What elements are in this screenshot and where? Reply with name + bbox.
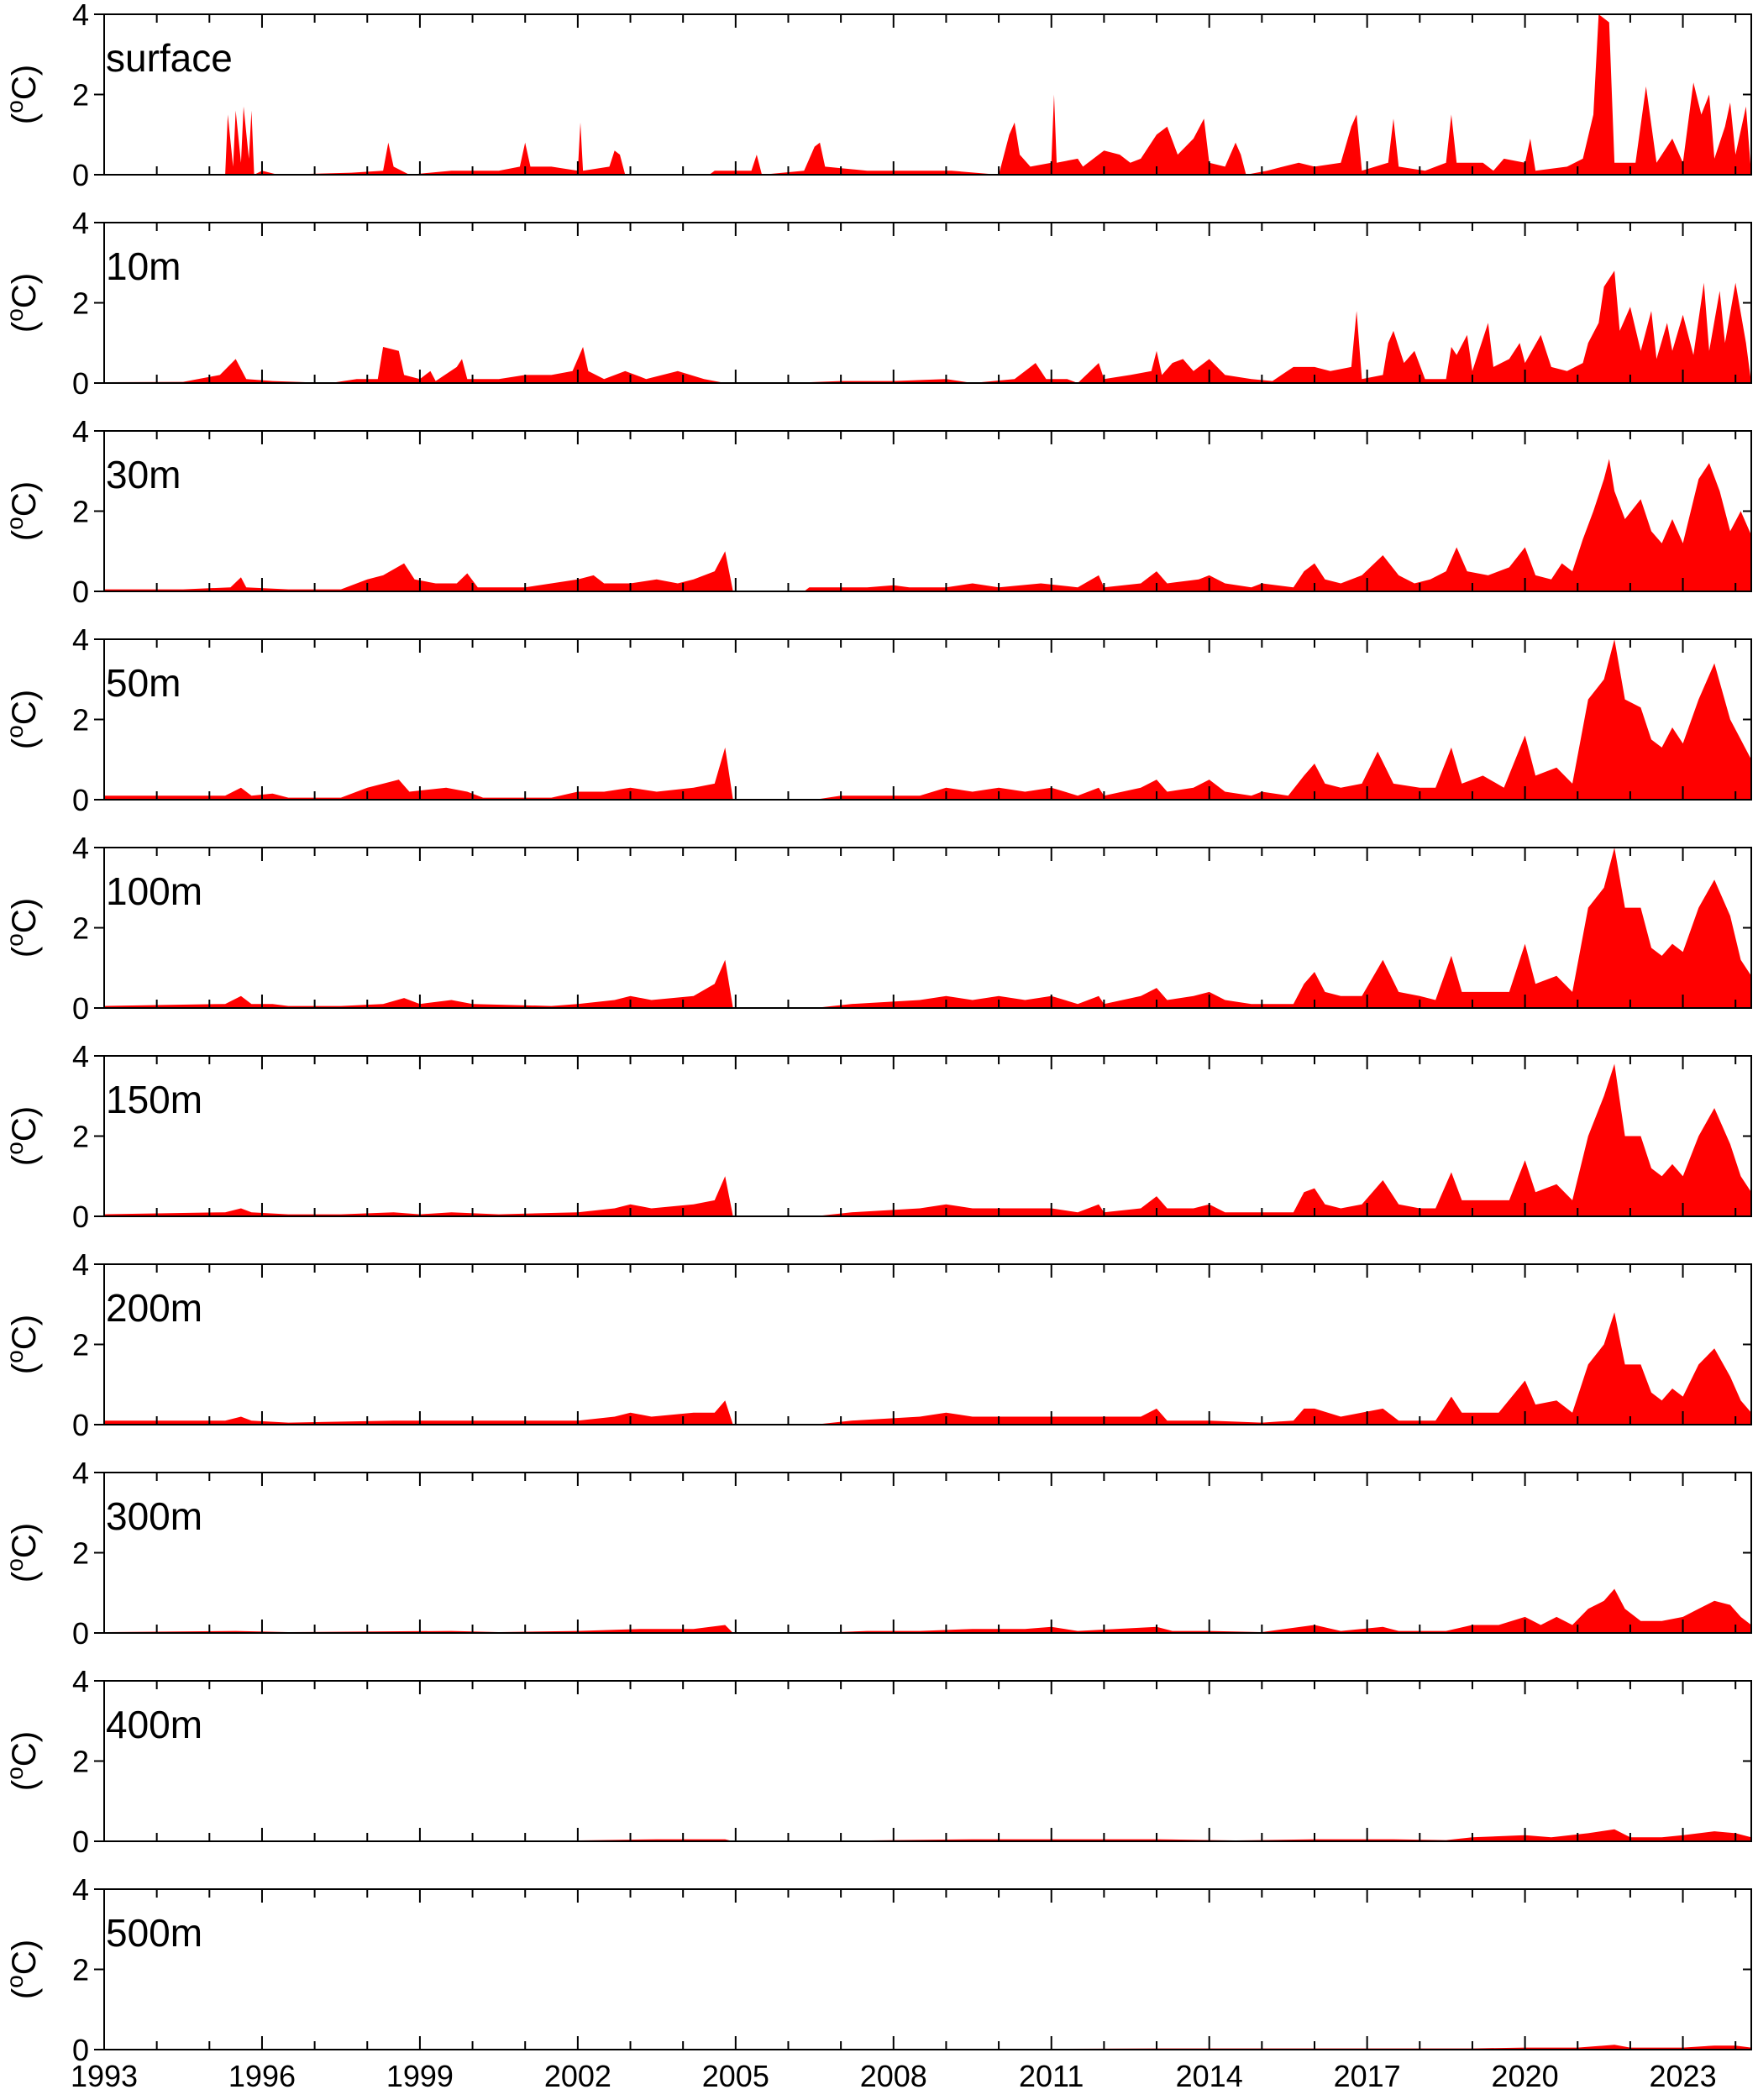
panel-label-300m: 300m bbox=[106, 1494, 202, 1538]
y-tick-label: 2 bbox=[72, 703, 89, 738]
y-tick-label: 0 bbox=[72, 1616, 89, 1651]
panel-frame bbox=[103, 1888, 1752, 2050]
y-tick-label: 0 bbox=[72, 158, 89, 192]
panel-300m: 0 2 4 (oC) 300m bbox=[2, 1456, 1752, 1651]
panel-label-30m: 30m bbox=[106, 453, 181, 496]
y-tick-label: 2 bbox=[72, 78, 89, 113]
x-axis-labels: 1993 1996 1999 2002 2005 2008 2011 2014 2017 2020… bbox=[71, 2059, 1717, 2093]
y-tick-label: 0 bbox=[72, 366, 89, 401]
panel-frame bbox=[103, 1055, 1752, 1217]
y-tick-label: 4 bbox=[72, 831, 89, 865]
y-tick-label: 2 bbox=[72, 1953, 89, 1987]
y-tick-label: 2 bbox=[72, 911, 89, 946]
panel-frame bbox=[103, 847, 1752, 1009]
panel-frame bbox=[103, 1263, 1752, 1425]
x-tick-label: 2002 bbox=[544, 2059, 611, 2093]
y-tick-label: 0 bbox=[72, 2033, 89, 2067]
y-tick-label: 4 bbox=[72, 0, 89, 32]
y-tick-label: 4 bbox=[72, 1247, 89, 1282]
x-tick-label: 2008 bbox=[860, 2059, 927, 2093]
x-tick-label: 2020 bbox=[1492, 2059, 1559, 2093]
area-200m bbox=[104, 1312, 1751, 1425]
x-tick-label: 1996 bbox=[228, 2059, 296, 2093]
x-tick-label: 2017 bbox=[1334, 2059, 1401, 2093]
y-tick-label: 0 bbox=[72, 575, 89, 609]
y-tick-label: 4 bbox=[72, 1039, 89, 1074]
panel-surface: 0 2 4 (oC) surface bbox=[2, 0, 1752, 192]
panel-label-100m: 100m bbox=[106, 869, 202, 913]
x-tick-label: 1999 bbox=[386, 2059, 454, 2093]
x-tick-label: 2011 bbox=[1019, 2059, 1084, 2093]
panel-frame bbox=[103, 13, 1752, 176]
panel-label-200m: 200m bbox=[106, 1286, 202, 1330]
y-tick-label: 0 bbox=[72, 1824, 89, 1859]
panel-label-150m: 150m bbox=[106, 1078, 202, 1121]
panel-frame bbox=[103, 1680, 1752, 1842]
y-axis-label: (oC) bbox=[2, 1731, 44, 1791]
y-axis-label: (oC) bbox=[2, 1523, 44, 1583]
panel-frame bbox=[103, 638, 1752, 801]
y-axis-label: (oC) bbox=[2, 481, 44, 541]
area-150m bbox=[104, 1063, 1751, 1216]
panel-label-10m: 10m bbox=[106, 244, 181, 288]
x-tick-label: 2023 bbox=[1650, 2059, 1717, 2093]
area-30m bbox=[104, 459, 1751, 591]
panel-100m: 0 2 4 (oC) 100m bbox=[2, 831, 1752, 1026]
y-tick-label: 4 bbox=[72, 414, 89, 449]
y-tick-label: 0 bbox=[72, 783, 89, 817]
area-100m bbox=[104, 848, 1751, 1008]
panel-200m: 0 2 4 (oC) 200m bbox=[2, 1247, 1752, 1442]
panels-group: 0 2 4 (oC) surface 0 2 4 (oC) 10m 0 2 4 (oC) 30m 0 2 4 (oC… bbox=[2, 0, 1752, 2067]
y-tick-label: 0 bbox=[72, 1408, 89, 1442]
panel-frame bbox=[103, 222, 1752, 384]
y-tick-label: 4 bbox=[72, 1664, 89, 1698]
panel-500m: 0 2 4 (oC) 500m bbox=[2, 1872, 1752, 2067]
y-tick-label: 4 bbox=[72, 622, 89, 657]
x-tick-label: 1993 bbox=[71, 2059, 138, 2093]
y-axis-label: (oC) bbox=[2, 65, 44, 124]
area-surface bbox=[104, 14, 1751, 175]
panel-label-surface: surface bbox=[106, 36, 233, 80]
area-50m bbox=[104, 639, 1751, 800]
panel-150m: 0 2 4 (oC) 150m bbox=[2, 1039, 1752, 1234]
panel-50m: 0 2 4 (oC) 50m bbox=[2, 622, 1752, 817]
y-tick-label: 2 bbox=[72, 495, 89, 529]
y-tick-label: 2 bbox=[72, 1745, 89, 1779]
y-tick-label: 4 bbox=[72, 1456, 89, 1490]
y-tick-label: 0 bbox=[72, 991, 89, 1026]
panel-label-50m: 50m bbox=[106, 661, 181, 705]
y-tick-label: 4 bbox=[72, 206, 89, 240]
x-tick-label: 2014 bbox=[1176, 2059, 1243, 2093]
panel-label-400m: 400m bbox=[106, 1703, 202, 1746]
y-tick-label: 2 bbox=[72, 286, 89, 321]
y-axis-label: (oC) bbox=[2, 273, 44, 333]
y-tick-label: 0 bbox=[72, 1200, 89, 1234]
panel-frame bbox=[103, 1472, 1752, 1634]
y-axis-label: (oC) bbox=[2, 898, 44, 958]
panel-10m: 0 2 4 (oC) 10m bbox=[2, 206, 1752, 401]
area-300m bbox=[104, 1588, 1751, 1633]
panel-label-500m: 500m bbox=[106, 1911, 202, 1955]
panel-30m: 0 2 4 (oC) 30m bbox=[2, 414, 1752, 609]
y-tick-label: 2 bbox=[72, 1536, 89, 1571]
y-tick-label: 2 bbox=[72, 1328, 89, 1362]
y-tick-label: 2 bbox=[72, 1120, 89, 1154]
y-tick-label: 4 bbox=[72, 1872, 89, 1907]
area-400m bbox=[104, 1829, 1751, 1841]
y-axis-label: (oC) bbox=[2, 1315, 44, 1374]
y-axis-label: (oC) bbox=[2, 1940, 44, 1999]
y-axis-label: (oC) bbox=[2, 690, 44, 749]
y-axis-label: (oC) bbox=[2, 1106, 44, 1166]
panel-400m: 0 2 4 (oC) 400m bbox=[2, 1664, 1752, 1859]
panel-frame bbox=[103, 430, 1752, 592]
area-10m bbox=[104, 270, 1751, 383]
x-tick-label: 2005 bbox=[702, 2059, 769, 2093]
